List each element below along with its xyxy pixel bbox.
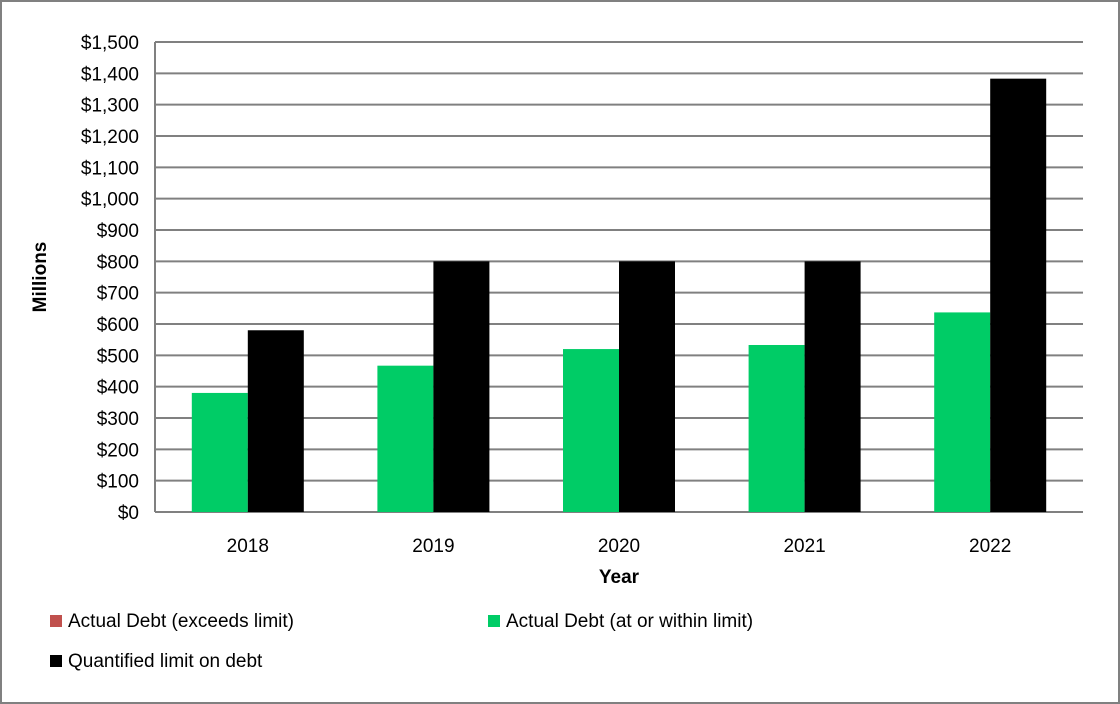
y-tick-label: $300 xyxy=(97,409,139,430)
bar-quantified-limit-on-debt-2020 xyxy=(619,261,675,512)
y-tick-label: $200 xyxy=(97,440,139,461)
bars xyxy=(191,78,1047,512)
y-tick-label: $0 xyxy=(118,503,139,524)
bar-quantified-limit-on-debt-2019 xyxy=(433,261,490,512)
x-tick-label: 2021 xyxy=(783,536,825,557)
y-tick-label: $1,000 xyxy=(81,190,139,211)
legend-label: Quantified limit on debt xyxy=(68,651,263,672)
x-tick-labels: 2018 2019 2020 2021 2022 xyxy=(227,536,1012,557)
bar-actual-debt-at-or-within-limit-2020 xyxy=(563,349,619,512)
x-tick-label: 2019 xyxy=(412,536,454,557)
y-tick-label: $600 xyxy=(97,315,139,336)
y-axis-title: Millions xyxy=(30,242,51,313)
gridlines xyxy=(154,41,1083,513)
y-tick-label: $1,100 xyxy=(81,158,139,179)
y-tick-label: $1,300 xyxy=(81,96,139,117)
y-tick-labels: $0 $100 $200 $300 $400 $500 $600 $700 $800 $900 $1… xyxy=(81,33,139,524)
x-tick-label: 2018 xyxy=(227,536,269,557)
x-tick-label: 2022 xyxy=(969,536,1011,557)
y-tick-label: $1,200 xyxy=(81,127,139,148)
y-tick-label: $1,400 xyxy=(81,64,139,85)
legend: Actual Debt (exceeds limit) Actual Debt (… xyxy=(50,611,753,672)
legend-swatch xyxy=(50,655,62,667)
y-tick-label: $700 xyxy=(97,284,139,305)
y-tick-label: $100 xyxy=(97,472,139,493)
bar-quantified-limit-on-debt-2022 xyxy=(990,78,1047,512)
bar-quantified-limit-on-debt-2021 xyxy=(804,261,861,512)
bar-actual-debt-at-or-within-limit-2018 xyxy=(191,392,248,512)
bar-actual-debt-at-or-within-limit-2021 xyxy=(748,344,805,512)
legend-label: Actual Debt (exceeds limit) xyxy=(68,611,294,632)
legend-swatch xyxy=(50,615,62,627)
x-tick-label: 2020 xyxy=(598,536,640,557)
legend-label: Actual Debt (at or within limit) xyxy=(506,611,753,632)
y-tick-label: $900 xyxy=(97,221,139,242)
legend-swatch xyxy=(488,615,500,627)
x-axis-title: Year xyxy=(599,567,640,588)
y-tick-label: $800 xyxy=(97,252,139,273)
y-tick-label: $500 xyxy=(97,346,139,367)
y-tick-label: $1,500 xyxy=(81,33,139,54)
bar-actual-debt-at-or-within-limit-2022 xyxy=(934,312,991,512)
bar-quantified-limit-on-debt-2018 xyxy=(247,330,304,512)
bar-actual-debt-at-or-within-limit-2019 xyxy=(377,365,434,512)
y-tick-label: $400 xyxy=(97,378,139,399)
